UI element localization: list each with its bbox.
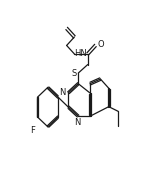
- Text: N: N: [74, 118, 80, 128]
- Text: S: S: [72, 69, 77, 78]
- Text: HN: HN: [74, 49, 87, 59]
- Text: F: F: [30, 125, 35, 135]
- Text: O: O: [97, 40, 104, 49]
- Text: N: N: [60, 89, 66, 97]
